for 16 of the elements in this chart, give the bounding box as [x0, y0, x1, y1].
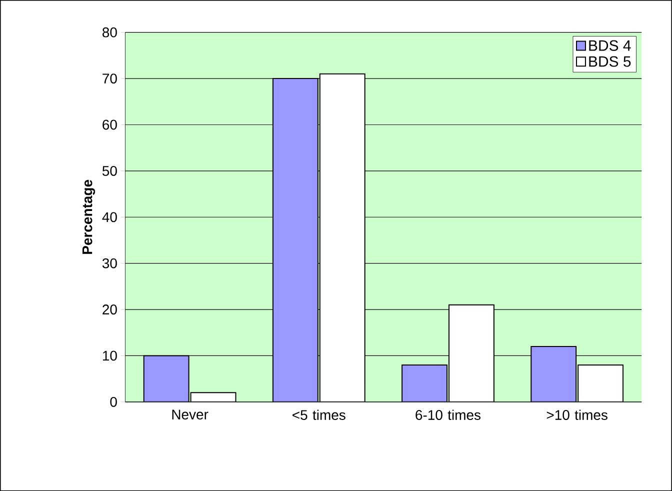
y-tick-label: 10 [102, 350, 117, 361]
x-tick-label: Never [172, 410, 208, 420]
y-tick-label: 60 [102, 120, 117, 130]
legend-label: BDS 5 [589, 56, 631, 67]
y-tick-label: 40 [102, 212, 117, 222]
y-tick-label: 0 [110, 396, 117, 407]
y-tick-label: 80 [102, 27, 117, 38]
y-tick-label: 70 [102, 73, 117, 84]
y-tick-label: 30 [102, 258, 117, 268]
y-axis-title: Percentage [82, 180, 96, 254]
x-tick-label: 6-10 times [416, 410, 480, 420]
y-tick-label: 50 [102, 166, 117, 176]
y-tick-label: 20 [102, 304, 117, 314]
legend-label: BDS 4 [589, 40, 631, 51]
x-tick-label: >10 times [546, 410, 608, 420]
x-tick-label: <5 times [292, 410, 346, 420]
